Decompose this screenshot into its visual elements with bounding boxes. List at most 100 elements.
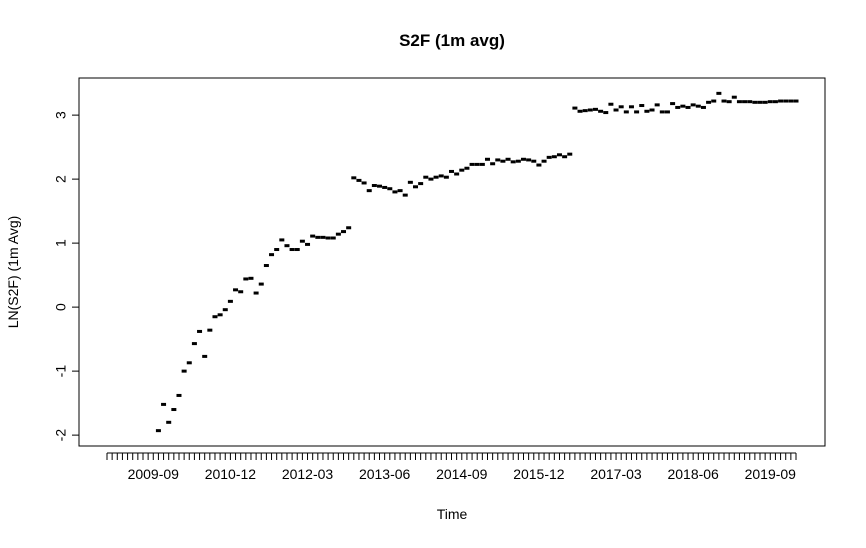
x-tick-label: 2013-06 bbox=[359, 466, 411, 482]
point bbox=[474, 162, 480, 166]
point bbox=[222, 308, 228, 312]
point bbox=[582, 109, 588, 113]
y-tick-label: -2 bbox=[53, 429, 69, 442]
point bbox=[675, 105, 681, 109]
point bbox=[479, 162, 485, 166]
point bbox=[248, 276, 254, 280]
point bbox=[392, 190, 398, 194]
point bbox=[634, 110, 640, 114]
point bbox=[258, 282, 264, 286]
y-tick-label: -1 bbox=[53, 365, 69, 378]
x-tick-label: 2009-09 bbox=[128, 466, 180, 482]
point bbox=[335, 232, 341, 236]
point bbox=[428, 177, 434, 181]
x-tick-label: 2012-03 bbox=[282, 466, 334, 482]
x-tick-label: 2017-03 bbox=[590, 466, 642, 482]
point bbox=[269, 253, 275, 257]
point bbox=[484, 157, 490, 161]
point bbox=[407, 180, 413, 184]
point bbox=[505, 157, 511, 161]
point bbox=[783, 99, 789, 103]
point bbox=[721, 99, 727, 103]
point bbox=[706, 100, 712, 104]
point bbox=[191, 342, 197, 346]
point bbox=[762, 100, 768, 104]
point bbox=[520, 157, 526, 161]
y-tick-label: 3 bbox=[53, 111, 69, 119]
point bbox=[711, 99, 717, 103]
point bbox=[639, 104, 645, 108]
point bbox=[305, 242, 311, 246]
point bbox=[747, 100, 753, 104]
point bbox=[526, 158, 532, 162]
point bbox=[464, 166, 470, 170]
x-axis-label: Time bbox=[437, 506, 468, 522]
x-tick-label: 2010-12 bbox=[205, 466, 257, 482]
point bbox=[546, 155, 552, 159]
point bbox=[397, 189, 403, 193]
point bbox=[202, 354, 208, 358]
point bbox=[330, 236, 336, 240]
point bbox=[556, 153, 562, 157]
point bbox=[592, 107, 598, 111]
point bbox=[649, 108, 655, 112]
y-tick-label: 1 bbox=[53, 239, 69, 247]
point bbox=[716, 91, 722, 95]
point bbox=[531, 159, 537, 163]
point bbox=[731, 95, 737, 99]
point bbox=[752, 100, 758, 104]
point bbox=[377, 184, 383, 188]
point bbox=[536, 163, 542, 167]
point bbox=[176, 393, 182, 397]
point bbox=[551, 155, 557, 159]
point bbox=[572, 106, 578, 110]
point bbox=[155, 429, 161, 433]
point bbox=[515, 159, 521, 163]
point bbox=[510, 160, 516, 164]
point bbox=[325, 236, 331, 240]
point bbox=[346, 226, 352, 230]
point bbox=[413, 185, 419, 189]
point bbox=[495, 158, 501, 162]
point bbox=[757, 100, 763, 104]
point bbox=[567, 152, 573, 156]
point bbox=[433, 175, 439, 179]
point bbox=[361, 181, 367, 185]
point bbox=[726, 100, 732, 104]
x-tick-label: 2018-06 bbox=[667, 466, 719, 482]
point bbox=[449, 169, 454, 173]
point bbox=[700, 105, 706, 109]
y-tick-label: 2 bbox=[53, 175, 69, 183]
point bbox=[670, 102, 676, 106]
point bbox=[443, 175, 449, 179]
point bbox=[613, 108, 619, 112]
point bbox=[778, 99, 784, 103]
point bbox=[351, 176, 357, 180]
point bbox=[577, 109, 583, 113]
point bbox=[469, 162, 475, 166]
point bbox=[654, 103, 660, 107]
point bbox=[284, 244, 290, 248]
y-axis-label: LN(S2F) (1m Avg) bbox=[5, 216, 21, 329]
point bbox=[207, 328, 213, 332]
point bbox=[320, 235, 326, 239]
point bbox=[382, 185, 388, 189]
point bbox=[742, 100, 748, 104]
point bbox=[263, 264, 269, 268]
point bbox=[423, 175, 429, 179]
plot-box bbox=[78, 77, 826, 447]
point bbox=[664, 110, 670, 114]
point bbox=[279, 238, 285, 242]
point bbox=[500, 159, 506, 163]
point bbox=[371, 184, 377, 188]
point bbox=[402, 193, 408, 197]
point bbox=[623, 110, 629, 114]
point bbox=[217, 313, 223, 317]
point bbox=[233, 288, 239, 292]
point bbox=[243, 277, 249, 281]
point bbox=[587, 108, 593, 112]
point bbox=[562, 155, 568, 159]
point bbox=[310, 234, 316, 238]
point bbox=[294, 248, 300, 252]
